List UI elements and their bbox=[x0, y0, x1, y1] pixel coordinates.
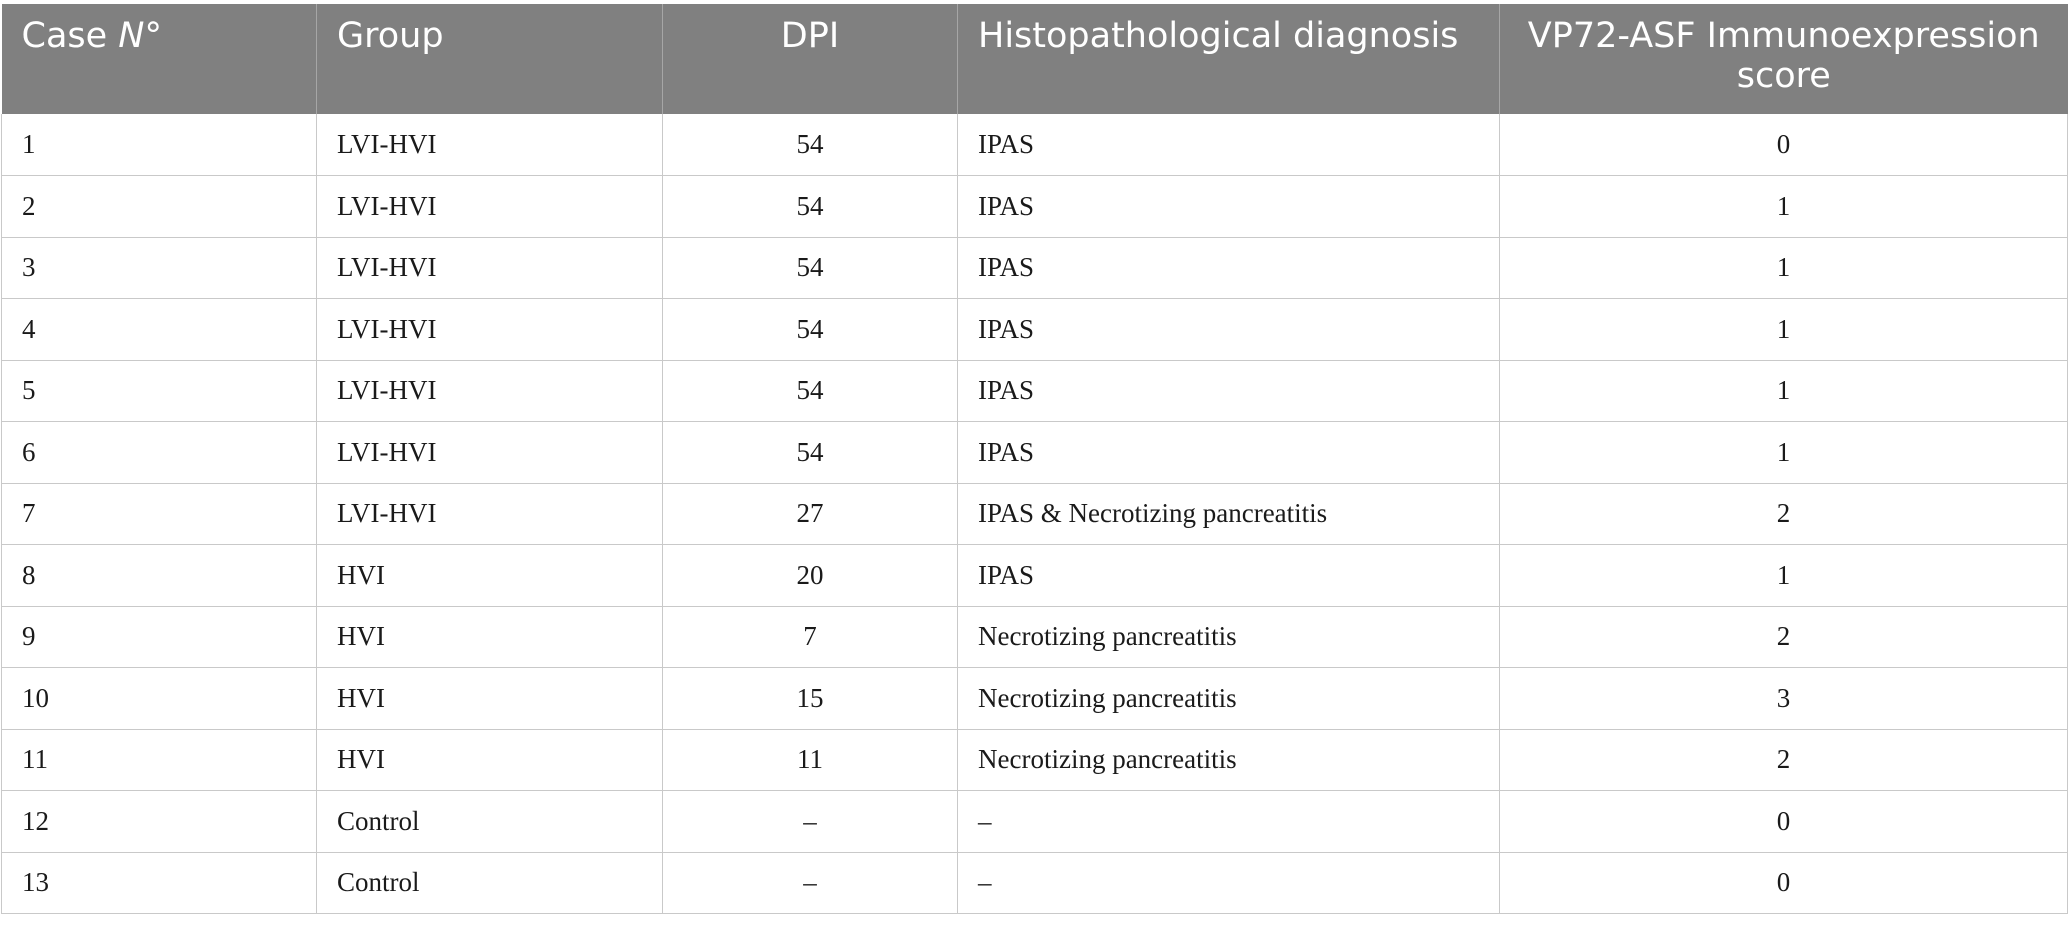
cell-case: 12 bbox=[1, 790, 317, 853]
cell-case: 1 bbox=[1, 114, 317, 176]
cell-dpi: – bbox=[662, 852, 958, 914]
cell-diagnosis: IPAS bbox=[957, 175, 1500, 238]
cell-score: 3 bbox=[1499, 667, 2068, 730]
cell-dpi: 27 bbox=[662, 483, 958, 545]
cell-dpi: – bbox=[662, 790, 958, 853]
cell-group: LVI-HVI bbox=[316, 114, 663, 176]
header-dpi: DPI bbox=[662, 4, 958, 114]
cell-case: 5 bbox=[1, 360, 317, 422]
cell-score: 2 bbox=[1499, 729, 2068, 791]
table-row: 13 Control – –0 bbox=[1, 852, 2068, 914]
header-case-n: N° bbox=[118, 16, 162, 56]
table-row: 10 HVI 15 Necrotizing pancreatitis 3 bbox=[1, 667, 2068, 730]
table-row: 9 HVI 7 Necrotizing pancreatitis 2 bbox=[1, 606, 2068, 668]
table-row: 11 HVI 11 Necrotizing pancreatitis 2 bbox=[1, 729, 2068, 791]
cell-diagnosis: IPAS bbox=[957, 360, 1500, 422]
header-row: Case N° Group DPI Histopathological diag… bbox=[1, 4, 2068, 114]
cell-group: HVI bbox=[316, 606, 663, 668]
header-group: Group bbox=[316, 4, 663, 114]
cell-dpi: 54 bbox=[662, 237, 958, 299]
cell-score: 0 bbox=[1499, 852, 2068, 914]
cell-case: 11 bbox=[1, 729, 317, 791]
cell-score: 2 bbox=[1499, 606, 2068, 668]
cell-score: 0 bbox=[1499, 114, 2068, 176]
cell-group: Control bbox=[316, 852, 663, 914]
cell-case: 9 bbox=[1, 606, 317, 668]
cell-group: Control bbox=[316, 790, 663, 853]
cell-case: 3 bbox=[1, 237, 317, 299]
cell-case: 4 bbox=[1, 298, 317, 361]
table-container: Case N° Group DPI Histopathological diag… bbox=[1, 4, 2068, 914]
cell-diagnosis: IPAS bbox=[957, 114, 1500, 176]
cell-diagnosis: Necrotizing pancreatitis bbox=[957, 729, 1500, 791]
cell-group: LVI-HVI bbox=[316, 483, 663, 545]
cell-diagnosis: IPAS bbox=[957, 298, 1500, 361]
cell-group: LVI-HVI bbox=[316, 421, 663, 484]
cell-score: 1 bbox=[1499, 360, 2068, 422]
cell-score: 1 bbox=[1499, 421, 2068, 484]
cell-dpi: 11 bbox=[662, 729, 958, 791]
cell-case: 7 bbox=[1, 483, 317, 545]
table-row: 2 LVI-HVI 54 IPAS 1 bbox=[1, 175, 2068, 238]
cell-diagnosis: – bbox=[957, 852, 1500, 914]
table-row: 4 LVI-HVI 54 IPAS 1 bbox=[1, 298, 2068, 361]
cell-score: 1 bbox=[1499, 298, 2068, 361]
cell-dpi: 54 bbox=[662, 114, 958, 176]
cell-case: 8 bbox=[1, 544, 317, 607]
cell-dpi: 20 bbox=[662, 544, 958, 607]
header-diagnosis: Histopathological diagnosis bbox=[957, 4, 1500, 114]
table-row: 12 Control – –0 bbox=[1, 790, 2068, 853]
cell-diagnosis: IPAS bbox=[957, 544, 1500, 607]
cell-case: 13 bbox=[1, 852, 317, 914]
cell-case: 10 bbox=[1, 667, 317, 730]
cell-score: 1 bbox=[1499, 544, 2068, 607]
table-row: 3 LVI-HVI 54 IPAS 1 bbox=[1, 237, 2068, 299]
header-case: Case N° bbox=[1, 4, 317, 114]
cell-dpi: 7 bbox=[662, 606, 958, 668]
table-row: 5 LVI-HVI 54 IPAS 1 bbox=[1, 360, 2068, 422]
cell-score: 0 bbox=[1499, 790, 2068, 853]
cell-score: 2 bbox=[1499, 483, 2068, 545]
header-case-prefix: Case bbox=[21, 16, 119, 56]
header-score: VP72-ASF Immunoexpression score bbox=[1499, 4, 2068, 114]
cell-diagnosis: Necrotizing pancreatitis bbox=[957, 606, 1500, 668]
cell-diagnosis: – bbox=[957, 790, 1500, 853]
cell-dpi: 54 bbox=[662, 298, 958, 361]
cell-case: 2 bbox=[1, 175, 317, 238]
cell-diagnosis: IPAS bbox=[957, 421, 1500, 484]
cell-group: HVI bbox=[316, 729, 663, 791]
cell-score: 1 bbox=[1499, 175, 2068, 238]
table-row: 1 LVI-HVI 54 IPAS 0 bbox=[1, 114, 2068, 176]
cell-dpi: 54 bbox=[662, 360, 958, 422]
table-row: 8 HVI 20 IPAS 1 bbox=[1, 544, 2068, 607]
cell-dpi: 15 bbox=[662, 667, 958, 730]
table-row: 6 LVI-HVI 54 IPAS 1 bbox=[1, 421, 2068, 484]
cell-diagnosis: Necrotizing pancreatitis bbox=[957, 667, 1500, 730]
cell-score: 1 bbox=[1499, 237, 2068, 299]
cell-group: HVI bbox=[316, 544, 663, 607]
cell-group: LVI-HVI bbox=[316, 237, 663, 299]
cell-group: LVI-HVI bbox=[316, 298, 663, 361]
cell-diagnosis: IPAS bbox=[957, 237, 1500, 299]
cell-group: LVI-HVI bbox=[316, 360, 663, 422]
cell-case: 6 bbox=[1, 421, 317, 484]
cell-diagnosis: IPAS & Necrotizing pancreatitis bbox=[957, 483, 1500, 545]
cell-dpi: 54 bbox=[662, 421, 958, 484]
data-table: Case N° Group DPI Histopathological diag… bbox=[1, 4, 2068, 914]
cell-dpi: 54 bbox=[662, 175, 958, 238]
cell-group: HVI bbox=[316, 667, 663, 730]
table-row: 7 LVI-HVI 27 IPAS & Necrotizing pancreatiti… bbox=[1, 483, 2068, 545]
cell-group: LVI-HVI bbox=[316, 175, 663, 238]
